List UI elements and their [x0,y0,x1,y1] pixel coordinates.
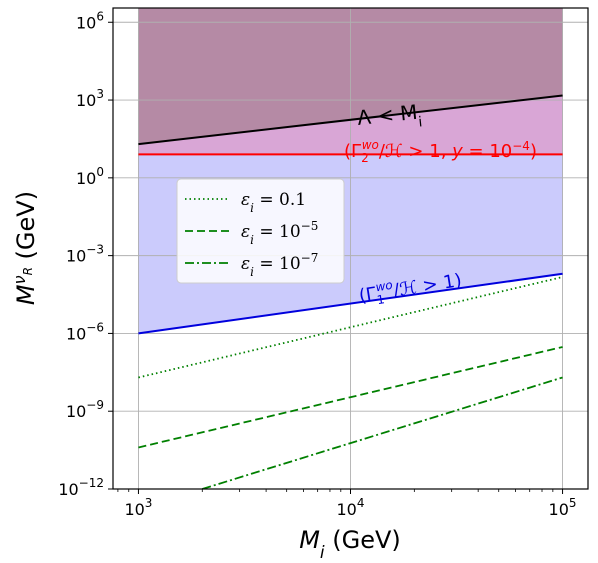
y-tick-label: 10−12 [58,476,104,499]
series-line-0 [138,276,563,379]
y-tick-label: 103 [76,87,104,110]
x-axis-label: Mi (GeV) [299,526,401,563]
y-tick-label: 10−9 [66,398,104,421]
legend-box [176,178,345,284]
series-line-2 [202,376,563,489]
legend: εi = 0.1 εi = 10−5 εi = 10−7 [176,178,345,284]
annotation-gamma2: (Γ2wo/ℋ > 1, y = 10−4) [344,138,537,165]
y-tick-label: 106 [76,9,104,32]
y-tick-label: 10−3 [66,243,104,266]
y-axis-label: MνR (GeV) [10,191,41,305]
y-tick-label: 10−6 [66,320,104,343]
boundary-lines [138,94,563,335]
x-tick-label: 103 [124,496,152,519]
ticks: 103 104 105 10−12 10−9 10−6 10−3 100 103 106 [58,9,576,519]
x-tick-label: 105 [549,496,577,519]
x-tick-label: 104 [337,496,365,519]
boundary-gamma1-line [138,272,563,335]
y-tick-label: 100 [76,165,104,188]
grid [113,8,588,490]
boundary-lambda-line [138,94,563,146]
series-lines [138,276,563,489]
series-line-1 [138,346,563,449]
